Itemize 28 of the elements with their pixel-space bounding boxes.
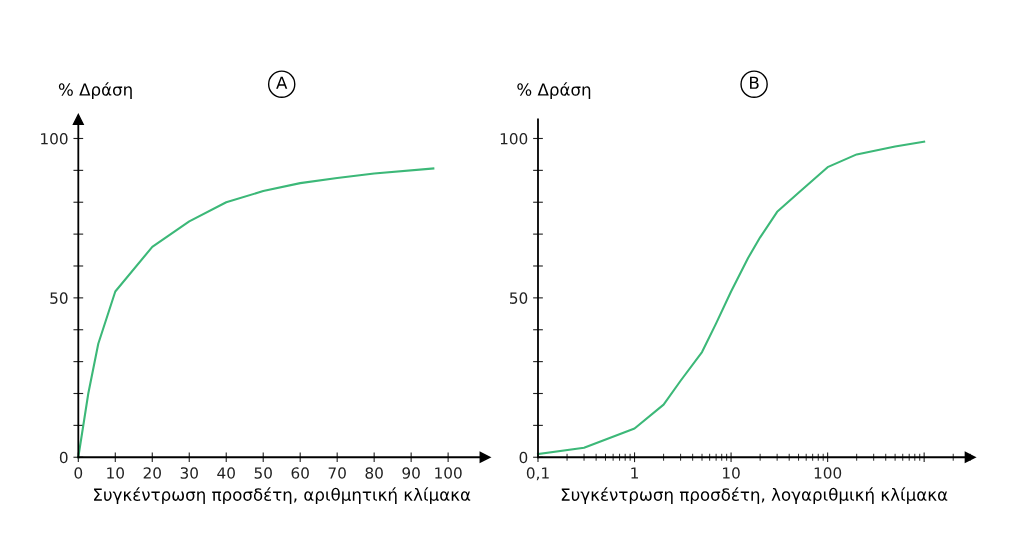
y-axis-title: % Δράση <box>517 82 591 100</box>
x-axis-title: Συγκέντρωση προσδέτη, αριθμητική κλίμακα <box>94 487 471 505</box>
line-series <box>77 167 435 459</box>
x-tick-label: 80 <box>365 467 383 479</box>
x-tick-label: 100 <box>814 467 842 479</box>
x-tick-label: 50 <box>254 467 272 479</box>
x-tick-label: 60 <box>291 467 309 479</box>
x-tick-label: 0,1 <box>526 467 549 481</box>
x-tick-label: 10 <box>107 467 124 479</box>
y-tick-label: 100 <box>500 132 528 145</box>
x-tick-label: 40 <box>217 467 235 479</box>
x-tick-label: 90 <box>402 467 420 479</box>
x-axis-title: Συγκέντρωση προσδέτη, λογαριθμική κλίμακα <box>561 487 948 505</box>
x-tick-label: 70 <box>328 467 346 479</box>
y-tick-label: 100 <box>41 132 68 145</box>
x-tick-label: 10 <box>723 467 740 479</box>
chart-title: B <box>750 76 759 89</box>
y-tick-label: 50 <box>50 292 68 304</box>
y-tick-label: 0 <box>519 451 528 464</box>
y-tick-label: 0 <box>59 451 68 464</box>
y-tick-label: 50 <box>510 292 528 304</box>
x-tick-label: 100 <box>435 467 462 479</box>
x-tick-label: 30 <box>180 467 198 479</box>
y-axis-title: % Δράση <box>58 82 132 100</box>
chart-title: A <box>276 76 288 89</box>
x-tick-label: 0 <box>74 467 83 479</box>
x-tick-label: 20 <box>143 467 161 479</box>
x-tick-label: 1 <box>631 467 638 479</box>
